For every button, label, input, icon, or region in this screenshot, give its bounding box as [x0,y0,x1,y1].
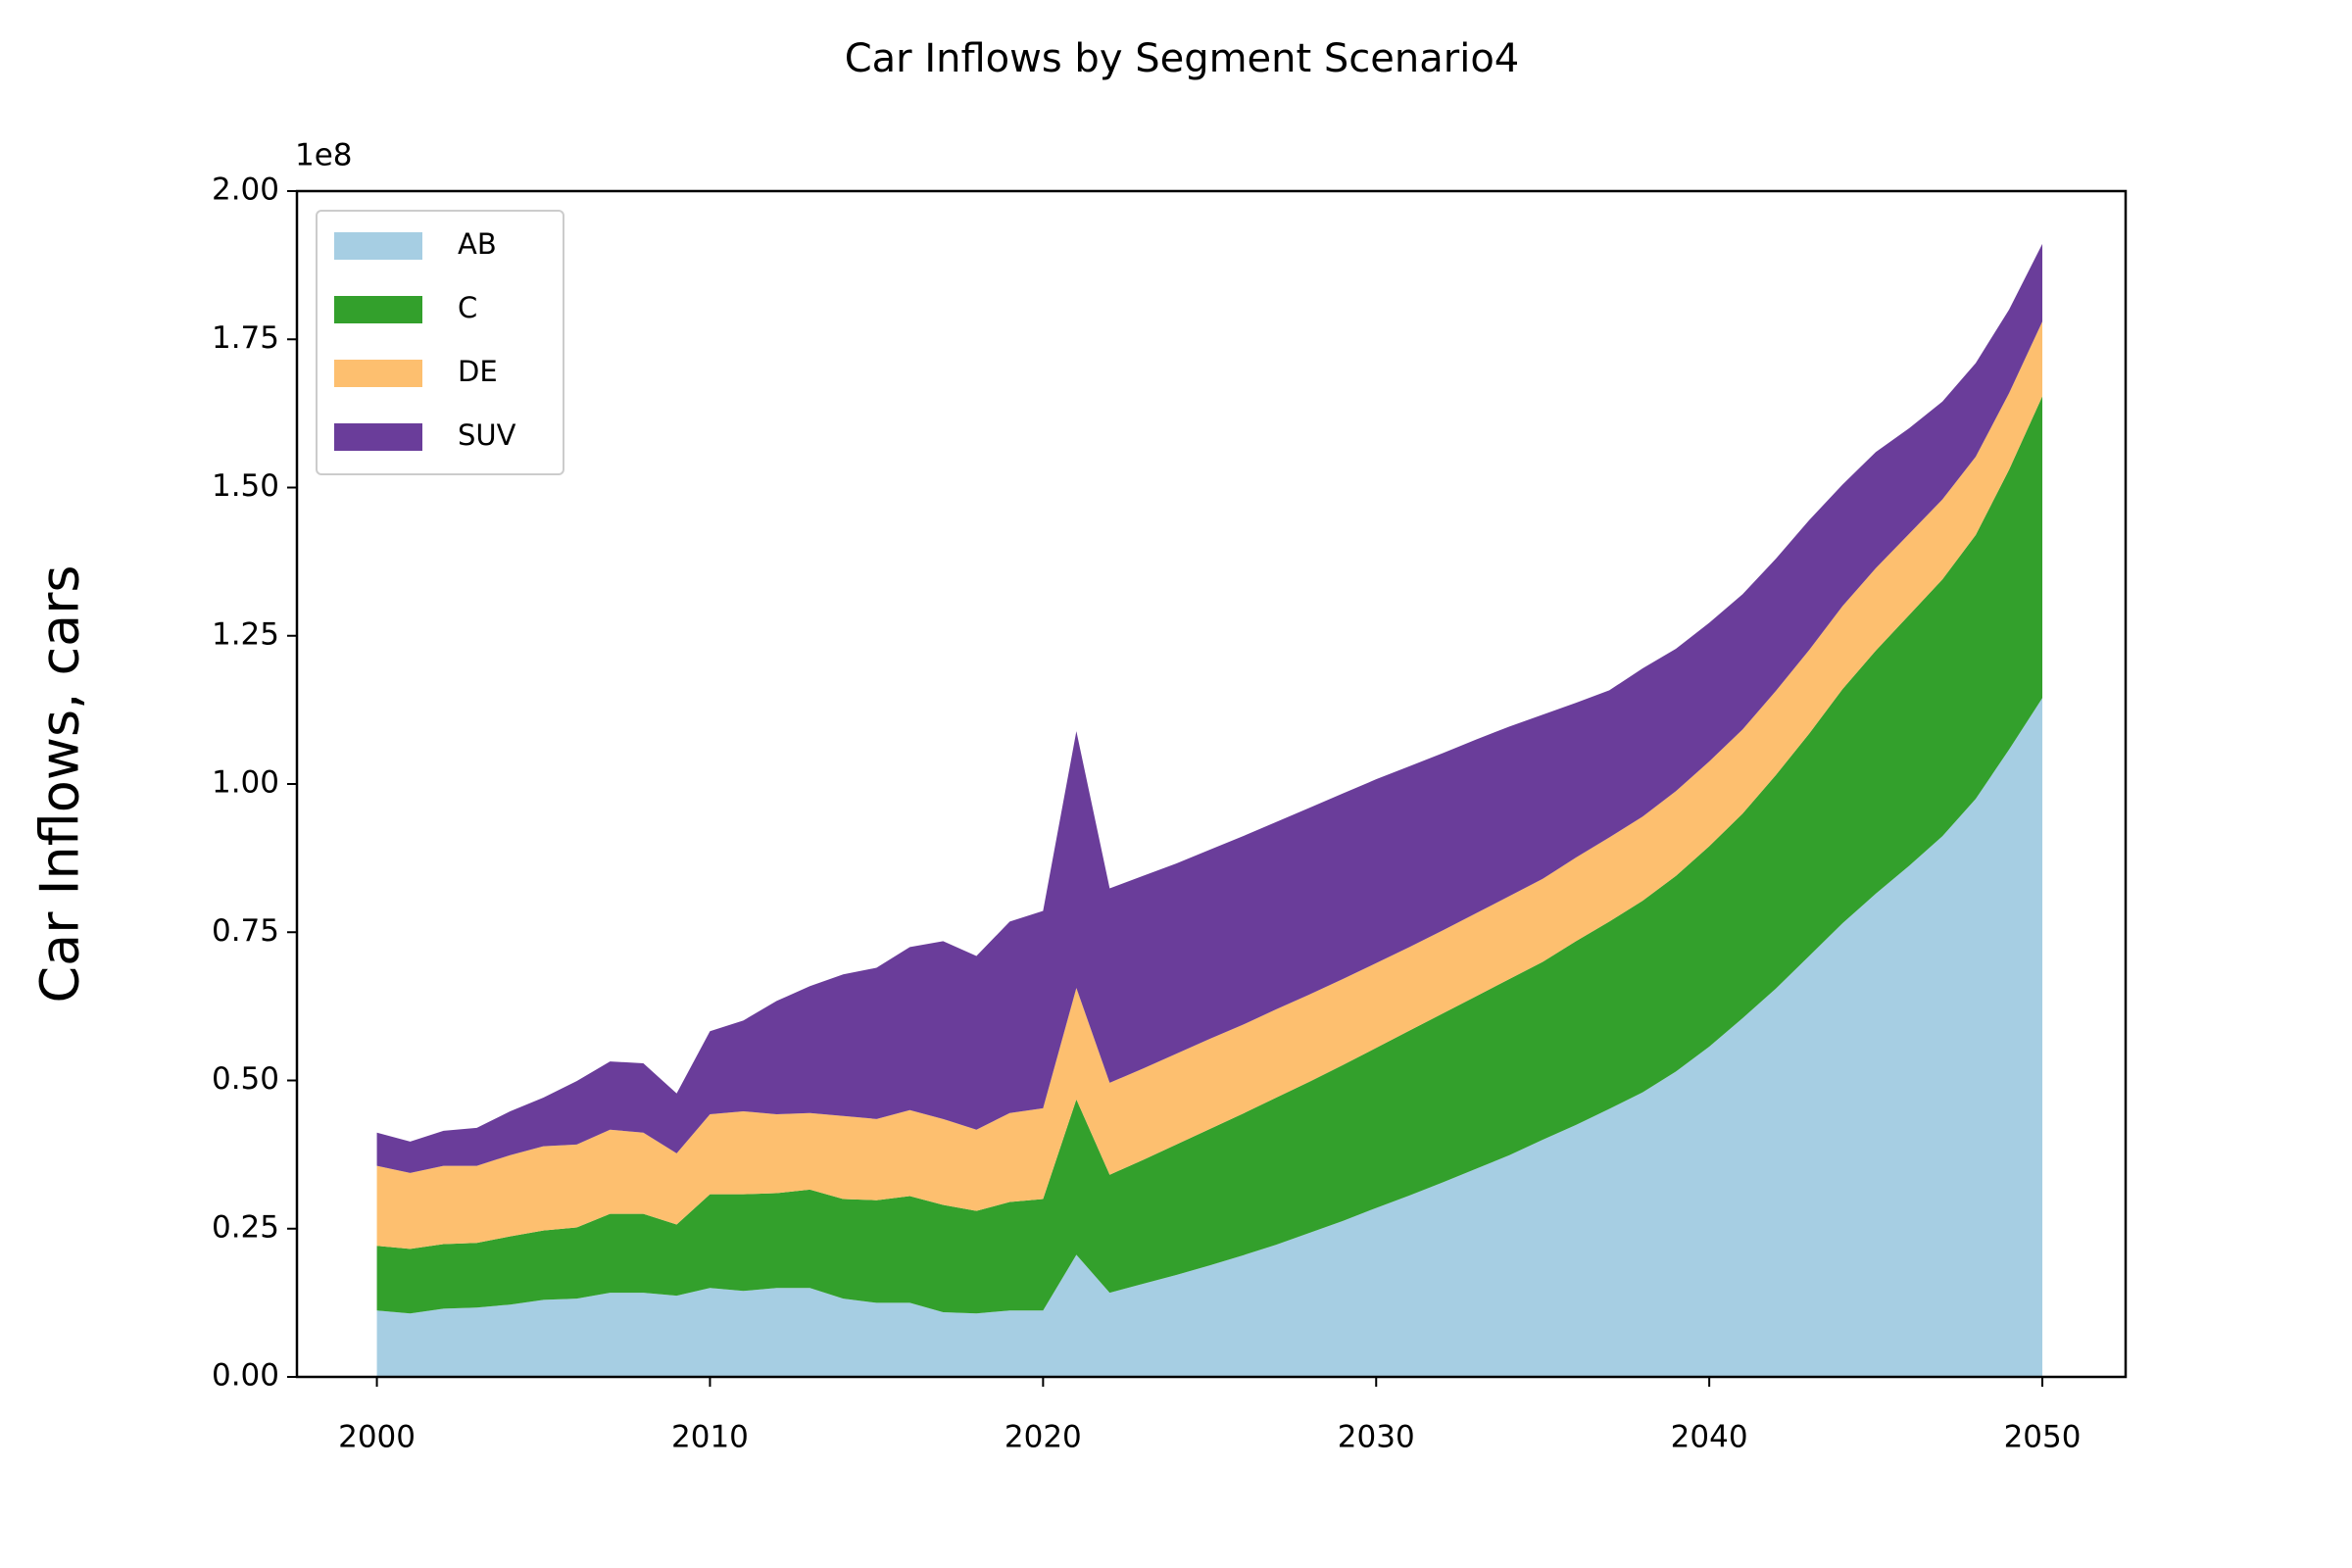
legend-swatch [334,296,422,323]
area [376,243,2043,1173]
x-tick-label: 2030 [1338,1420,1415,1455]
legend-swatch [334,232,422,260]
legend-label: SUV [458,418,516,452]
y-tick-label: 1.50 [212,468,279,504]
legend-box [316,210,564,475]
y-tick-label: 1.25 [212,616,279,652]
chart-title: Car Inflows by Segment Scenario4 [845,36,1520,81]
y-tick-label: 0.25 [212,1209,279,1245]
y-tick-label: 0.50 [212,1061,279,1097]
legend-label: DE [458,355,498,388]
legend-label: AB [458,227,497,261]
y-tick-label: 1.75 [212,320,279,356]
legend-swatch [334,360,422,387]
y-tick-label: 2.00 [212,172,279,208]
y-offset-label: 1e8 [295,138,353,173]
y-tick-label: 0.00 [212,1358,279,1394]
y-axis-label: Car Inflows, cars [29,564,91,1003]
area [376,321,2043,1250]
legend-label: C [458,291,477,324]
y-tick-label: 1.00 [212,765,279,801]
x-tick-label: 2010 [671,1420,749,1455]
x-tick-label: 2050 [2004,1420,2082,1455]
x-tick-label: 2000 [338,1420,416,1455]
area [376,698,2043,1377]
area [376,396,2043,1314]
x-tick-label: 2020 [1004,1420,1082,1455]
y-tick-label: 0.75 [212,913,279,949]
x-tick-label: 2040 [1671,1420,1748,1455]
legend-swatch [334,423,422,451]
